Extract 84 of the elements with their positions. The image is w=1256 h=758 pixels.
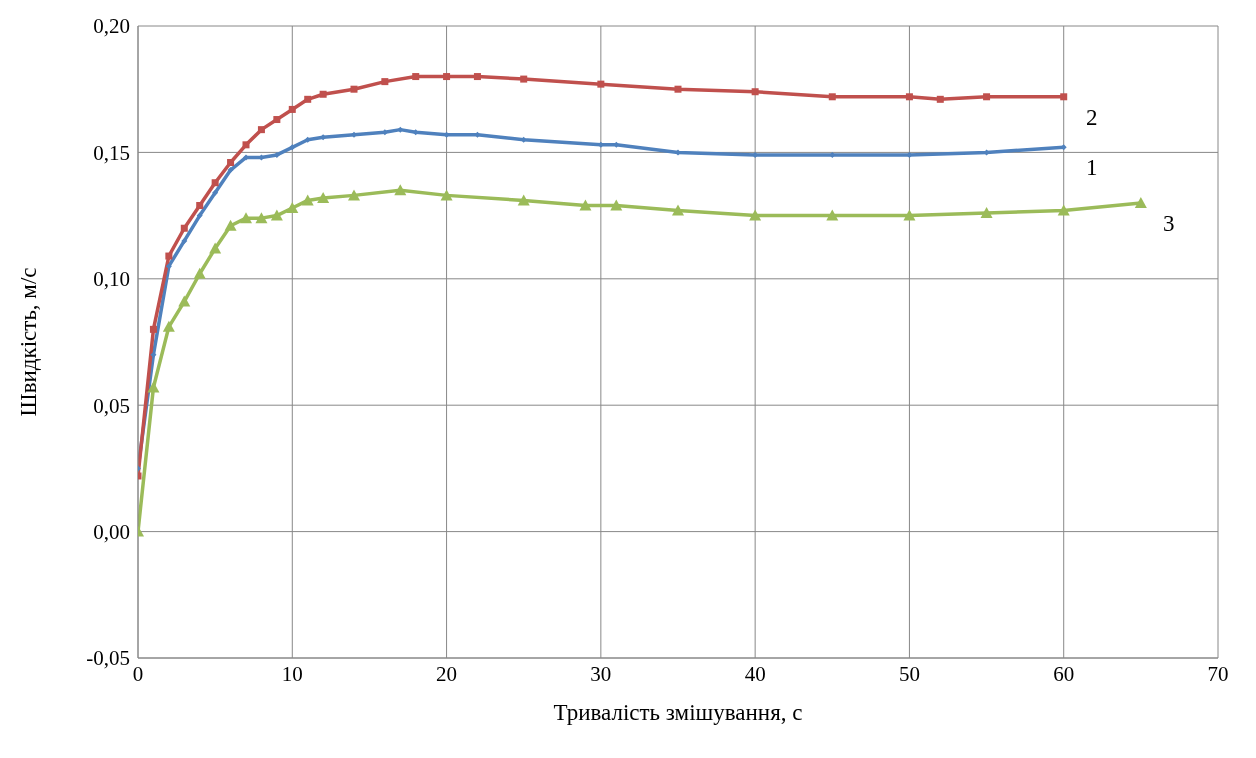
series-label: 1 <box>1085 155 1098 181</box>
x-tick-label: 60 <box>1053 661 1075 686</box>
point <box>147 381 160 393</box>
y-tick-label: 0,20 <box>93 14 130 39</box>
point <box>610 199 623 211</box>
point <box>517 194 530 206</box>
point <box>211 179 219 187</box>
point <box>149 325 157 333</box>
x-tick-label: 0 <box>132 661 144 686</box>
point <box>212 189 219 196</box>
point <box>674 85 682 93</box>
point <box>196 212 203 219</box>
y-tick-label: 0,15 <box>93 140 130 165</box>
point <box>289 144 296 151</box>
y-tick-label: 0,10 <box>93 267 130 292</box>
y-axis-title: Швидкість, м/с <box>16 267 42 417</box>
point <box>224 219 237 231</box>
point <box>255 212 268 224</box>
point <box>165 263 172 270</box>
point <box>412 73 420 81</box>
point <box>257 126 265 134</box>
point <box>227 167 234 174</box>
point <box>243 154 249 161</box>
point <box>381 78 389 86</box>
point <box>443 73 451 81</box>
point <box>351 131 357 138</box>
point <box>288 105 296 113</box>
point <box>1134 196 1147 208</box>
point <box>903 209 916 221</box>
point <box>165 252 173 260</box>
point <box>319 90 327 98</box>
x-tick-label: 70 <box>1207 661 1229 686</box>
point <box>181 237 188 244</box>
point <box>301 194 314 206</box>
point <box>1057 204 1070 216</box>
point <box>304 95 312 103</box>
point <box>150 351 157 358</box>
point <box>397 126 404 133</box>
point <box>227 159 235 167</box>
point <box>675 149 681 156</box>
point <box>242 141 250 149</box>
point <box>350 85 358 93</box>
x-tick-label: 50 <box>898 661 920 686</box>
point <box>440 189 453 201</box>
point <box>751 88 759 96</box>
x-tick-label: 30 <box>590 661 612 686</box>
point <box>270 209 283 221</box>
point <box>317 191 330 203</box>
point <box>209 242 222 254</box>
point <box>520 75 528 83</box>
point <box>196 201 204 209</box>
point <box>162 320 175 332</box>
x-tick-label: 20 <box>436 661 458 686</box>
point <box>394 184 407 196</box>
point <box>473 73 481 81</box>
y-tick-label: -0,05 <box>86 646 130 671</box>
point <box>240 212 252 224</box>
point <box>983 93 991 101</box>
x-axis-title: Тривалість змішування, с <box>553 700 803 725</box>
point <box>412 129 419 136</box>
point <box>826 209 839 221</box>
point <box>178 295 191 307</box>
point <box>828 93 836 101</box>
point <box>193 267 206 279</box>
x-tick-label: 40 <box>744 661 766 686</box>
point <box>273 116 281 124</box>
point <box>597 80 605 88</box>
point <box>980 207 993 219</box>
point <box>936 95 944 103</box>
point <box>672 204 684 216</box>
y-tick-label: 0,00 <box>93 520 130 545</box>
point <box>304 136 311 143</box>
point <box>180 224 188 232</box>
point <box>905 93 913 101</box>
x-tick-label: 10 <box>281 661 303 686</box>
point <box>286 202 299 214</box>
y-tick-label: 0,05 <box>93 393 130 418</box>
point <box>579 199 592 211</box>
series-label: 3 <box>1163 210 1175 236</box>
series-label: 2 <box>1085 104 1098 130</box>
point <box>613 141 620 148</box>
point <box>1060 93 1068 101</box>
point <box>749 209 762 221</box>
point <box>348 189 360 201</box>
